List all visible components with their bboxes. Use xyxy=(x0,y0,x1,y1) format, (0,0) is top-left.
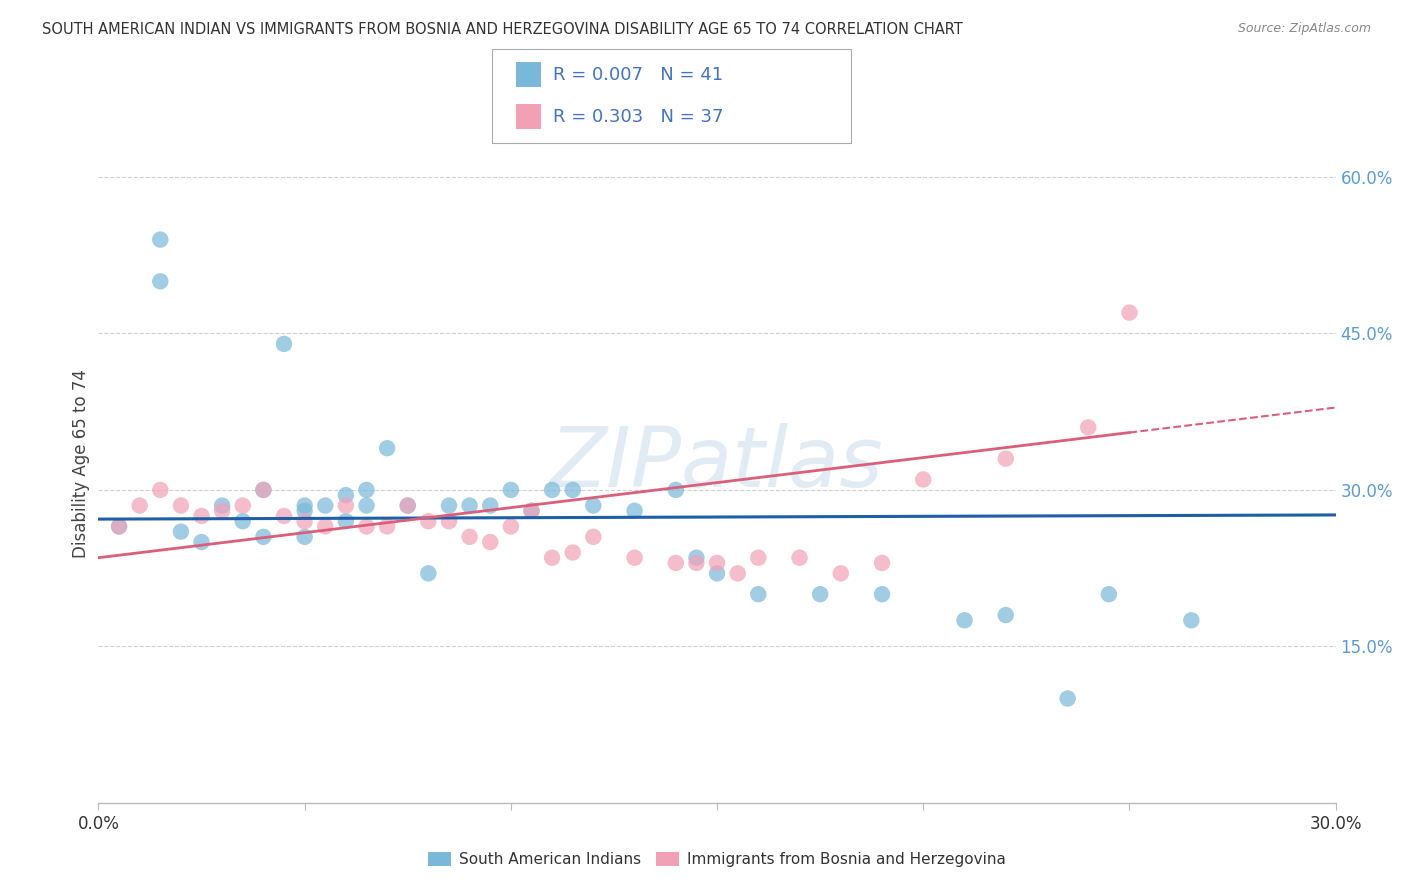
Point xyxy=(314,499,336,513)
Point xyxy=(520,504,543,518)
Point xyxy=(706,556,728,570)
Point xyxy=(1098,587,1121,601)
Point xyxy=(727,566,749,581)
Point xyxy=(561,545,583,559)
Point xyxy=(418,514,440,528)
Point xyxy=(994,608,1017,623)
Point xyxy=(294,514,316,528)
Point xyxy=(541,483,564,497)
Point xyxy=(1118,305,1140,319)
Point xyxy=(623,504,645,518)
Point xyxy=(808,587,831,601)
Point xyxy=(541,550,564,565)
Point xyxy=(953,613,976,627)
Legend: South American Indians, Immigrants from Bosnia and Herzegovina: South American Indians, Immigrants from … xyxy=(422,846,1012,873)
Point xyxy=(356,519,378,533)
Point xyxy=(789,550,811,565)
Point xyxy=(396,499,419,513)
Point xyxy=(294,499,316,513)
Text: SOUTH AMERICAN INDIAN VS IMMIGRANTS FROM BOSNIA AND HERZEGOVINA DISABILITY AGE 6: SOUTH AMERICAN INDIAN VS IMMIGRANTS FROM… xyxy=(42,22,963,37)
Point xyxy=(747,587,769,601)
Point xyxy=(479,535,502,549)
Text: Source: ZipAtlas.com: Source: ZipAtlas.com xyxy=(1237,22,1371,36)
Point xyxy=(128,499,150,513)
Point xyxy=(830,566,852,581)
Point xyxy=(211,499,233,513)
Point xyxy=(912,473,935,487)
Point xyxy=(499,519,522,533)
Point xyxy=(1056,691,1078,706)
Point xyxy=(252,530,274,544)
Point xyxy=(232,499,254,513)
Point xyxy=(623,550,645,565)
Point xyxy=(458,530,481,544)
Point xyxy=(190,535,212,549)
Point xyxy=(479,499,502,513)
Point xyxy=(418,566,440,581)
Point xyxy=(232,514,254,528)
Point xyxy=(870,556,893,570)
Point xyxy=(335,514,357,528)
Point xyxy=(190,508,212,523)
Point xyxy=(273,508,295,523)
Point xyxy=(994,451,1017,466)
Point xyxy=(294,504,316,518)
Point xyxy=(706,566,728,581)
Point xyxy=(335,488,357,502)
Text: ZIPatlas: ZIPatlas xyxy=(550,424,884,504)
Point xyxy=(252,483,274,497)
Point xyxy=(108,519,131,533)
Point xyxy=(685,550,707,565)
Point xyxy=(170,524,193,539)
Point xyxy=(294,530,316,544)
Point xyxy=(149,483,172,497)
Point xyxy=(458,499,481,513)
Point xyxy=(1077,420,1099,434)
Point xyxy=(356,483,378,497)
Point xyxy=(375,519,398,533)
Point xyxy=(149,233,172,247)
Text: R = 0.007   N = 41: R = 0.007 N = 41 xyxy=(553,66,723,84)
Point xyxy=(665,556,688,570)
Point xyxy=(665,483,688,497)
Point xyxy=(273,337,295,351)
Point xyxy=(396,499,419,513)
Point xyxy=(437,499,460,513)
Point xyxy=(747,550,769,565)
Point xyxy=(314,519,336,533)
Point xyxy=(375,441,398,455)
Point xyxy=(170,499,193,513)
Point xyxy=(437,514,460,528)
Point xyxy=(561,483,583,497)
Point xyxy=(870,587,893,601)
Point xyxy=(211,504,233,518)
Point xyxy=(108,519,131,533)
Text: R = 0.303   N = 37: R = 0.303 N = 37 xyxy=(553,108,723,126)
Point xyxy=(582,499,605,513)
Point xyxy=(499,483,522,497)
Point xyxy=(1180,613,1202,627)
Y-axis label: Disability Age 65 to 74: Disability Age 65 to 74 xyxy=(72,369,90,558)
Point xyxy=(520,504,543,518)
Point xyxy=(149,274,172,288)
Point xyxy=(582,530,605,544)
Point xyxy=(356,499,378,513)
Point xyxy=(685,556,707,570)
Point xyxy=(335,499,357,513)
Point xyxy=(252,483,274,497)
